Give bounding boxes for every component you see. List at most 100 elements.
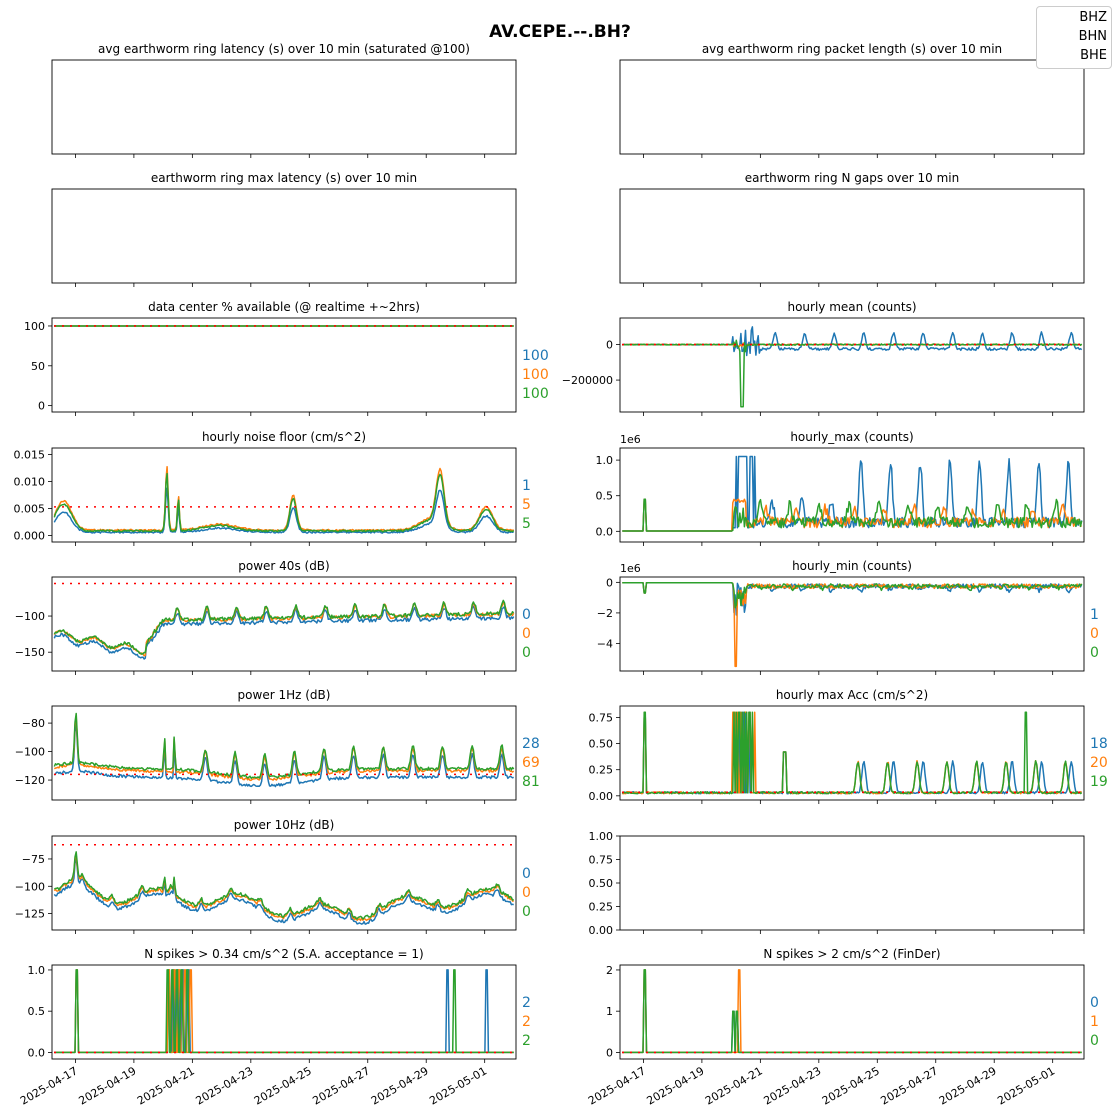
- plot-area-hmax: [622, 455, 1083, 532]
- series-line-bhn: [53, 716, 515, 782]
- side-value-bhe: 0: [1090, 645, 1099, 661]
- plot-area-spk2: [622, 969, 1082, 1054]
- axes-frame-lat_max: [51, 188, 517, 284]
- side-value-bhe: 81: [522, 774, 540, 790]
- side-value-bhz: 100: [522, 348, 549, 364]
- plot-area-acc: [621, 711, 1083, 795]
- side-value-bhz: 18: [1090, 736, 1108, 752]
- panel-pkt_len: avg earthworm ring packet length (s) ove…: [619, 42, 1085, 158]
- series-line-bhz: [53, 856, 514, 925]
- side-value-bhn: 2: [522, 1014, 531, 1030]
- y-tick-label: 1.00: [589, 830, 614, 843]
- side-value-bhz: 0: [522, 607, 531, 623]
- plot-area-p10: [53, 843, 515, 925]
- axes-frame-p1: [51, 705, 517, 801]
- legend: BHZ BHN BHE: [1036, 6, 1112, 69]
- x-tick-label: 2025-04-27: [878, 1064, 940, 1107]
- panel-title-spk2: N spikes > 2 cm/s^2 (FinDer): [763, 947, 940, 961]
- y-tick-label: 0.75: [589, 711, 614, 724]
- side-value-bhn: 1: [1090, 1014, 1099, 1030]
- x-tick-label: 2025-05-01: [427, 1064, 489, 1107]
- y-tick-label: 0.25: [589, 764, 614, 777]
- panel-title-p10: power 10Hz (dB): [234, 818, 335, 832]
- axes-frame-p10: [51, 835, 517, 931]
- side-value-bhe: 0: [522, 904, 531, 920]
- series-line-bhe: [54, 969, 514, 1054]
- plot-area-spk1: [54, 969, 514, 1054]
- y-tick-label: 0.75: [589, 854, 614, 867]
- panel-title-hmax: hourly_max (counts): [790, 430, 913, 444]
- axes-frame-hmean: [619, 317, 1085, 413]
- side-value-bhe: 0: [1090, 1033, 1099, 1049]
- axes-frame-lat_avg: [51, 59, 517, 155]
- series-line-bhe: [54, 851, 515, 920]
- y-tick-label: 0: [606, 576, 613, 589]
- panel-spk1: N spikes > 0.34 cm/s^2 (S.A. acceptance …: [18, 947, 531, 1108]
- side-value-bhz: 28: [522, 736, 540, 752]
- x-tick-label: 2025-04-27: [310, 1064, 372, 1107]
- x-tick-label: 2025-04-29: [369, 1064, 431, 1107]
- side-value-bhn: 20: [1090, 755, 1108, 771]
- y-tick-label: −4: [597, 637, 613, 650]
- side-value-bhz: 0: [1090, 995, 1099, 1011]
- plot-area-hmean: [622, 326, 1083, 408]
- panel-avail: data center % available (@ realtime +~2h…: [24, 300, 549, 416]
- series-line-bhe: [53, 712, 515, 780]
- y-tick-label: −120: [15, 774, 45, 787]
- side-value-bhn: 5: [522, 497, 531, 513]
- x-tick-label: 2025-04-29: [937, 1064, 999, 1107]
- panel-title-lat_max: earthworm ring max latency (s) over 10 m…: [151, 171, 417, 185]
- axes-frame-hmin: [619, 576, 1085, 672]
- y-tick-label: 0.005: [14, 503, 46, 516]
- side-value-bhe: 2: [522, 1033, 531, 1049]
- x-tick-label: 2025-04-23: [193, 1064, 255, 1107]
- y-tick-label: 0: [38, 400, 45, 413]
- y-tick-label: 0: [606, 339, 613, 352]
- x-tick-label: 2025-04-25: [252, 1064, 314, 1107]
- panel-lat_avg: avg earthworm ring latency (s) over 10 m…: [51, 42, 517, 158]
- axes-frame-p40: [51, 576, 517, 672]
- panel-title-ngaps: earthworm ring N gaps over 10 min: [745, 171, 959, 185]
- panel-title-avail: data center % available (@ realtime +~2h…: [148, 300, 420, 314]
- axes-frame-avail: [51, 317, 517, 413]
- y-tick-label: 0: [606, 1046, 613, 1059]
- side-value-bhz: 0: [522, 866, 531, 882]
- y-tick-label: 0.00: [589, 790, 614, 803]
- y-tick-label: −100: [15, 746, 45, 759]
- y-tick-label: −100: [15, 610, 45, 623]
- axes-frame-spk2: [619, 964, 1085, 1060]
- panel-ngaps: earthworm ring N gaps over 10 min: [619, 171, 1085, 287]
- series-line-bhe: [622, 581, 1083, 609]
- axes-frame-acc: [619, 705, 1085, 801]
- x-tick-label: 2025-05-01: [995, 1064, 1057, 1107]
- legend-item-bhz: BHZ: [1079, 10, 1107, 25]
- series-line-bhe: [622, 969, 1082, 1054]
- y-tick-label: 1.0: [596, 454, 614, 467]
- panel-p10: power 10Hz (dB) −75 −100 −125 0 0 0: [15, 818, 531, 934]
- panels: avg earthworm ring latency (s) over 10 m…: [14, 42, 1108, 1108]
- panel-p40: power 40s (dB) −100 −150 0 0 0: [15, 559, 531, 675]
- series-line-bhz: [53, 605, 515, 660]
- y-tick-label: −80: [22, 717, 45, 730]
- side-value-bhn: 100: [522, 367, 549, 383]
- y-tick-label: −150: [15, 646, 45, 659]
- plot-area-p1: [53, 712, 515, 788]
- panel-title-acc: hourly max Acc (cm/s^2): [776, 688, 928, 702]
- y-tick-label: 0.25: [589, 901, 614, 914]
- series-line-bhe: [53, 599, 515, 655]
- exponent-label: 1e6: [620, 562, 641, 575]
- x-tick-label: 2025-04-23: [761, 1064, 823, 1107]
- panel-hmax: hourly_max (counts) 1e6 0.0 0.5 1.0: [596, 430, 1085, 546]
- side-value-bhn: 0: [1090, 626, 1099, 642]
- y-tick-label: 0.50: [589, 738, 614, 751]
- axes-frame-blank: [619, 835, 1085, 931]
- side-value-bhz: 2: [522, 995, 531, 1011]
- side-value-bhz: 1: [1090, 607, 1099, 623]
- side-value-bhe: 19: [1090, 774, 1108, 790]
- panel-title-p40: power 40s (dB): [238, 559, 329, 573]
- axes-frame-noise: [51, 447, 517, 543]
- y-tick-label: 2: [606, 964, 613, 977]
- y-tick-label: 0.0: [596, 525, 614, 538]
- panel-hmean: hourly mean (counts) 0 −200000: [562, 300, 1085, 416]
- panel-blank: 0.00 0.25 0.50 0.75 1.00: [589, 830, 1085, 937]
